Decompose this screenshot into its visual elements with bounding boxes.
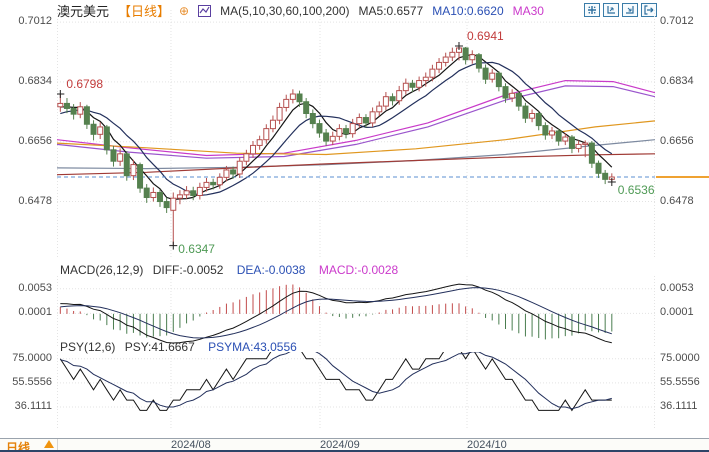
price-annotation: 0.6347 xyxy=(178,241,215,256)
axis-tick-label: 36.1111 xyxy=(14,399,52,412)
pan-crosshair-icon[interactable] xyxy=(584,3,600,17)
axis-tick-label: 75.0000 xyxy=(660,351,700,364)
ma10-value: MA10:0.6620 xyxy=(432,3,504,18)
axis-tick-label: 75.0000 xyxy=(12,351,52,364)
axis-tick-label: 0.6478 xyxy=(660,194,694,207)
ma30-value: MA30 xyxy=(512,3,544,18)
axis-scale-left-icon[interactable] xyxy=(603,3,619,17)
axis-tick-label: 0.6478 xyxy=(18,194,52,207)
axis-tick-label: 55.5556 xyxy=(12,375,52,388)
axis-tick-label: 0.6656 xyxy=(660,134,694,147)
axis-tick-label: 0.0001 xyxy=(18,306,52,319)
axis-tick-label: 0.0001 xyxy=(660,306,694,319)
instrument-title: 澳元美元 xyxy=(57,4,110,19)
axis-scale-right-icon[interactable] xyxy=(622,3,638,17)
period-up-triangle-icon[interactable] xyxy=(44,440,54,448)
macd-dea-value: DEA:-0.0038 xyxy=(236,263,306,277)
price-annotation: 0.6798 xyxy=(66,77,104,91)
main-candlestick-chart[interactable] xyxy=(57,10,655,258)
date-label: 2024/09 xyxy=(320,439,360,451)
psy-indicator-chart[interactable] xyxy=(57,352,655,430)
date-label: 2024/08 xyxy=(170,439,211,451)
date-label: 2024/10 xyxy=(466,439,507,451)
footer-divider xyxy=(57,439,58,451)
axis-tick-label: 0.6834 xyxy=(18,74,52,87)
chart-toolbar xyxy=(584,3,657,17)
psy-value: PSY:41.6667 xyxy=(124,340,195,354)
ma-settings-label: MA(5,10,30,60,100,200) xyxy=(220,3,350,18)
macd-diff-value: DIFF:-0.0052 xyxy=(152,263,224,277)
psyma-value: PSYMA:43.0556 xyxy=(208,340,297,354)
current-price-axis-marker xyxy=(656,176,709,178)
price-annotation: 0.6941 xyxy=(466,28,504,43)
footer-period-selector[interactable]: 日线 xyxy=(6,441,31,452)
axis-tick-label: 0.0053 xyxy=(18,281,52,294)
axis-tick-label: 55.5556 xyxy=(660,375,700,388)
period-label[interactable]: 【日线】 xyxy=(118,4,171,19)
macd-macd-value: MACD:-0.0028 xyxy=(318,263,399,277)
chart-header: 澳元美元 【日线】 ⊕ MA(5,10,30,60,100,200) MA5:0… xyxy=(57,2,544,20)
circle-plus-icon[interactable]: ⊕ xyxy=(179,3,190,18)
macd-indicator-chart[interactable] xyxy=(57,276,655,346)
axis-tick-label: 0.6834 xyxy=(660,74,694,87)
psy-header: PSY(12,6) PSY:41.6667 PSYMA:43.0556 xyxy=(60,340,297,354)
axis-tick-label: 0.6656 xyxy=(18,134,52,147)
axis-tick-label: 0.0053 xyxy=(660,281,694,294)
detach-window-icon[interactable] xyxy=(641,3,657,17)
mini-chart-icon[interactable] xyxy=(198,4,212,17)
axis-tick-label: 36.1111 xyxy=(660,399,698,412)
macd-header: MACD(26,12,9) DIFF:-0.0052 DEA:-0.0038 M… xyxy=(60,263,398,277)
macd-name: MACD(26,12,9) xyxy=(60,263,144,277)
time-axis-bar: 日线 2024/08 2024/09 2024/10 xyxy=(0,438,709,452)
axis-tick-label: 0.7012 xyxy=(18,15,52,28)
psy-name: PSY(12,6) xyxy=(60,340,116,354)
axis-tick-label: 0.7012 xyxy=(660,15,694,28)
window-bottom-edge xyxy=(0,450,709,452)
price-annotation: 0.6536 xyxy=(617,183,655,198)
ma5-value: MA5:0.6577 xyxy=(358,3,424,18)
